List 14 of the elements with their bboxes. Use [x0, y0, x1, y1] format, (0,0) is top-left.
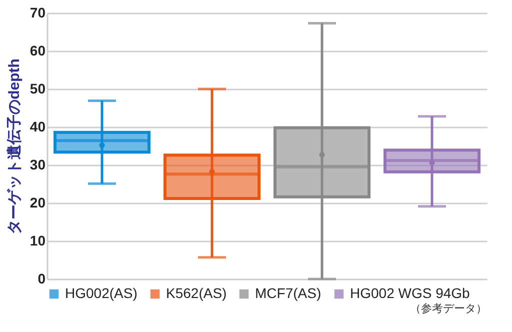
y-tick-label: 30 — [30, 156, 46, 172]
y-tick-label: 50 — [30, 80, 46, 96]
legend-label: K562(AS) — [166, 285, 227, 301]
y-tick-label: 40 — [30, 118, 46, 134]
y-tick-label: 10 — [30, 232, 46, 248]
y-axis-title: ターゲット遺伝子のdepth — [6, 58, 23, 234]
legend-label: HG002(AS) — [65, 285, 138, 301]
y-tick-label: 0 — [38, 270, 46, 286]
y-tick-label: 70 — [30, 4, 46, 20]
y-tick-label: 60 — [30, 42, 46, 58]
y-tick-label: 20 — [30, 194, 46, 210]
legend-label: HG002 WGS 94Gb — [350, 285, 470, 301]
legend-label: MCF7(AS) — [255, 285, 322, 301]
text: （参考データ） — [410, 302, 487, 315]
